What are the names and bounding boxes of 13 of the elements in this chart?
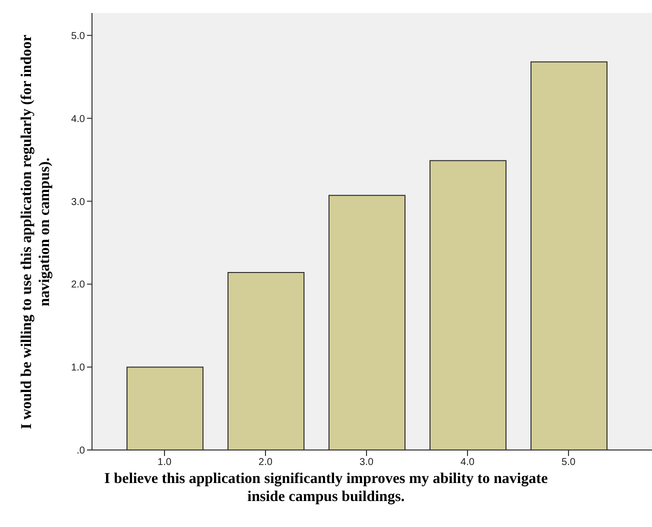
y-tick-label: 4.0	[71, 114, 86, 125]
y-tick-label: 2.0	[71, 280, 86, 291]
x-tick-label: 2.0	[258, 457, 273, 468]
x-tick-label: 5.0	[562, 457, 576, 468]
y-tick-label: 3.0	[71, 196, 86, 208]
y-axis-title: I would be willing to use this application regularly (for indoor navigation on campus).	[18, 34, 54, 432]
x-tick-label: 4.0	[460, 457, 475, 468]
y-tick-label: 5.0	[71, 30, 86, 42]
x-axis-title: I believe this application significantly improves my ability to navigate inside campus buildings.	[103, 470, 549, 506]
y-tick-label: 1.0	[71, 362, 86, 374]
y-tick-label: .0	[76, 446, 86, 457]
x-tick-label: 1.0	[158, 457, 172, 468]
x-tick-label: 3.0	[360, 457, 374, 468]
